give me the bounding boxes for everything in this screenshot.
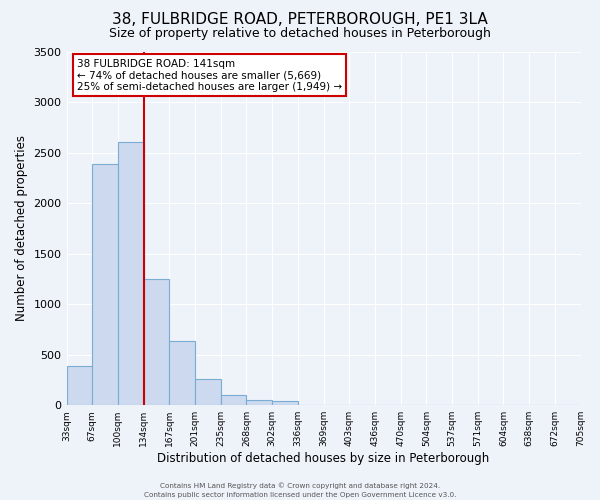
Bar — [143, 279, 169, 405]
Text: 38, FULBRIDGE ROAD, PETERBOROUGH, PE1 3LA: 38, FULBRIDGE ROAD, PETERBOROUGH, PE1 3L… — [112, 12, 488, 28]
Text: Size of property relative to detached houses in Peterborough: Size of property relative to detached ho… — [109, 28, 491, 40]
Y-axis label: Number of detached properties: Number of detached properties — [15, 136, 28, 322]
Bar — [169, 340, 195, 405]
Bar — [221, 395, 247, 405]
Bar — [92, 164, 118, 405]
Bar — [247, 400, 272, 405]
X-axis label: Distribution of detached houses by size in Peterborough: Distribution of detached houses by size … — [157, 452, 490, 465]
Text: Contains public sector information licensed under the Open Government Licence v3: Contains public sector information licen… — [144, 492, 456, 498]
Text: Contains HM Land Registry data © Crown copyright and database right 2024.: Contains HM Land Registry data © Crown c… — [160, 482, 440, 489]
Bar — [118, 142, 143, 405]
Bar — [272, 401, 298, 405]
Text: 38 FULBRIDGE ROAD: 141sqm
← 74% of detached houses are smaller (5,669)
25% of se: 38 FULBRIDGE ROAD: 141sqm ← 74% of detac… — [77, 58, 342, 92]
Bar — [67, 366, 92, 405]
Bar — [195, 379, 221, 405]
